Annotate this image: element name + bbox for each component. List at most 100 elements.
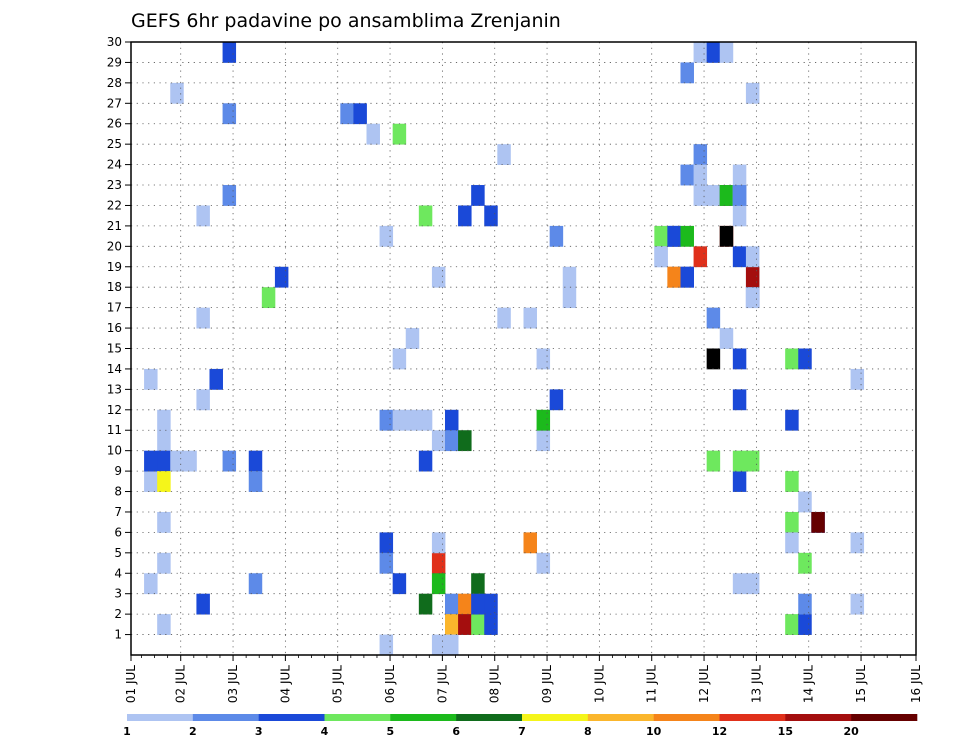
heatmap-cell: [379, 409, 394, 431]
heatmap-cell: [536, 348, 551, 370]
heatmap-cell: [248, 450, 263, 472]
legend-swatch: [456, 714, 523, 721]
y-tick-label: 13: [107, 382, 122, 396]
heatmap-cell: [693, 42, 708, 63]
legend-swatch: [192, 714, 259, 721]
legend-label: 15: [778, 725, 793, 738]
y-tick-label: 21: [107, 219, 122, 233]
heatmap-cell: [798, 491, 812, 513]
heatmap-cell: [392, 123, 407, 145]
heatmap-cell: [405, 409, 420, 431]
y-tick-label: 3: [114, 587, 122, 601]
legend-swatch: [587, 714, 654, 721]
y-tick-label: 16: [107, 321, 122, 335]
heatmap-cell: [157, 430, 171, 452]
heatmap-cell: [157, 511, 171, 533]
y-tick-label: 26: [107, 117, 122, 131]
heatmap-cell: [693, 185, 708, 206]
heatmap-cell: [719, 42, 734, 63]
heatmap-cell: [523, 307, 537, 329]
y-tick-label: 11: [107, 423, 122, 437]
heatmap-cell: [719, 185, 734, 206]
heatmap-cell: [445, 430, 459, 452]
y-tick-label: 8: [114, 485, 122, 499]
heatmap-cell: [732, 573, 747, 595]
heatmap-cell: [536, 409, 551, 431]
y-tick-label: 9: [114, 464, 122, 478]
y-tick-label: 4: [114, 566, 122, 580]
heatmap-cell: [431, 552, 446, 574]
x-tick-label: 05 JUL: [331, 665, 345, 703]
x-tick-label: 13 JUL: [749, 665, 763, 703]
y-tick-label: 18: [107, 280, 122, 294]
heatmap-cell: [157, 552, 171, 574]
x-tick-label: 01 JUL: [124, 665, 138, 703]
heatmap-cell: [157, 614, 171, 635]
legend-swatch: [324, 714, 391, 721]
heatmap-cell: [732, 389, 747, 411]
legend-label: 6: [452, 725, 460, 738]
heatmap-cell: [445, 614, 459, 635]
legend-swatch: [785, 714, 852, 721]
heatmap-cell: [798, 614, 812, 635]
heatmap-cell: [732, 185, 747, 206]
heatmap-cell: [745, 246, 760, 268]
legend-label: 12: [712, 725, 727, 738]
heatmap-cell: [549, 225, 564, 247]
x-tick-label: 08 JUL: [488, 665, 502, 703]
y-tick-label: 1: [114, 628, 122, 642]
heatmap-cell: [484, 614, 498, 635]
heatmap-cell: [706, 307, 721, 329]
y-tick-label: 12: [107, 403, 122, 417]
heatmap-cell: [523, 532, 537, 554]
y-tick-label: 25: [107, 137, 122, 151]
y-tick-label: 23: [107, 178, 122, 192]
heatmap-cell: [719, 328, 734, 349]
heatmap-cell: [458, 205, 472, 227]
heatmap-cell: [392, 348, 407, 370]
legend-label: 8: [584, 725, 592, 738]
heatmap-cell: [680, 266, 694, 288]
x-tick-label: 07 JUL: [435, 665, 449, 703]
heatmap-cell: [261, 287, 276, 309]
heatmap-cell: [431, 266, 446, 288]
heatmap-cell: [445, 593, 459, 615]
heatmap-cell: [222, 42, 237, 63]
legend-label: 10: [646, 725, 662, 738]
heatmap-cell: [418, 450, 433, 472]
heatmap-cell: [144, 573, 158, 595]
heatmap-cell: [680, 164, 694, 186]
heatmap-cell: [562, 287, 577, 309]
heatmap-cell: [745, 573, 760, 595]
heatmap-cell: [732, 164, 747, 186]
heatmap-cell: [680, 225, 694, 247]
heatmap-cell: [654, 225, 668, 247]
heatmap-cell: [157, 471, 171, 492]
heatmap-cell: [484, 593, 498, 615]
heatmap-cells: [144, 42, 865, 656]
heatmap-cell: [379, 552, 394, 574]
heatmap-cell: [693, 164, 708, 186]
chart-title: GEFS 6hr padavine po ansamblima Zrenjani…: [131, 10, 561, 32]
y-tick-label: 30: [107, 35, 122, 49]
heatmap-cell: [654, 246, 668, 268]
heatmap-cell: [458, 430, 472, 452]
heatmap-cell: [170, 450, 184, 472]
heatmap-cell: [706, 348, 721, 370]
heatmap-cell: [196, 593, 210, 615]
y-tick-label: 2: [114, 607, 122, 621]
y-tick-label: 19: [107, 260, 122, 274]
heatmap-cell: [471, 573, 485, 595]
heatmap-cell: [209, 368, 223, 390]
y-tick-label: 17: [107, 301, 122, 315]
y-tick-label: 10: [107, 444, 122, 458]
heatmap-cell: [785, 614, 799, 635]
x-tick-label: 11 JUL: [645, 665, 659, 703]
y-tick-label: 15: [107, 342, 122, 356]
x-tick-label: 02 JUL: [174, 665, 188, 703]
heatmap-cell: [562, 266, 577, 288]
heatmap-cell: [471, 593, 485, 615]
legend-label: 20: [844, 725, 860, 738]
heatmap-cell: [248, 573, 263, 595]
